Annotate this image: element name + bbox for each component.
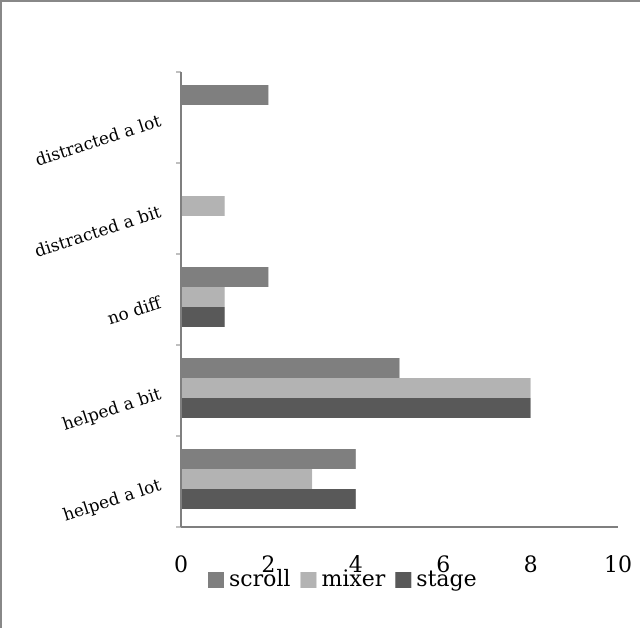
legend-swatch-scroll bbox=[208, 572, 224, 588]
bar-stage-helped-a-lot bbox=[181, 489, 356, 509]
legend-label-scroll: scroll bbox=[229, 567, 290, 592]
category-label-helped-a-lot: helped a lot bbox=[61, 475, 164, 526]
x-tick-label: 2 bbox=[261, 553, 275, 578]
category-label-helped-a-bit: helped a bit bbox=[60, 384, 164, 435]
bar-mixer-no-diff bbox=[181, 287, 225, 307]
x-tick-label: 8 bbox=[524, 553, 538, 578]
bar-stage-no-diff bbox=[181, 307, 225, 327]
x-tick-label: 4 bbox=[349, 553, 363, 578]
bar-scroll-distracted-a-lot bbox=[181, 85, 269, 105]
category-label-distracted-a-lot: distracted a lot bbox=[33, 111, 164, 171]
x-tick-label: 6 bbox=[436, 553, 450, 578]
bar-scroll-no-diff bbox=[181, 267, 269, 287]
legend-label-stage: stage bbox=[416, 567, 476, 592]
bars-layer bbox=[181, 85, 531, 509]
bar-stage-helped-a-bit bbox=[181, 398, 531, 418]
legend-swatch-stage bbox=[395, 572, 412, 588]
x-tick-label: 0 bbox=[174, 553, 188, 578]
x-tick-label: 10 bbox=[604, 553, 632, 578]
axes-layer bbox=[176, 71, 618, 528]
legend: scroll mixer stage bbox=[208, 567, 477, 592]
bar-mixer-distracted-a-bit bbox=[181, 196, 225, 216]
bar-scroll-helped-a-bit bbox=[181, 358, 400, 378]
legend-swatch-mixer bbox=[300, 572, 317, 588]
bar-scroll-helped-a-lot bbox=[181, 449, 356, 469]
bar-mixer-helped-a-lot bbox=[181, 469, 313, 489]
category-label-no-diff: no diff bbox=[105, 293, 165, 330]
legend-label-mixer: mixer bbox=[321, 567, 385, 592]
bar-mixer-helped-a-bit bbox=[181, 378, 531, 398]
category-label-distracted-a-bit: distracted a bit bbox=[32, 202, 163, 262]
